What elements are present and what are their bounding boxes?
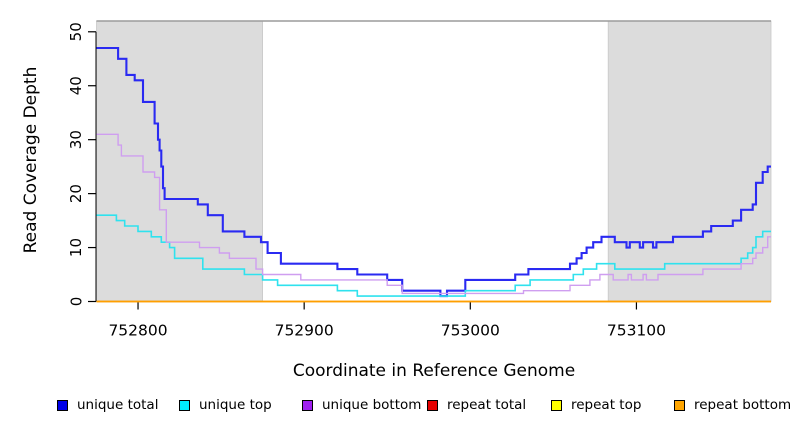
legend-swatch-unique-bottom (302, 399, 313, 411)
legend-item-unique-bottom: unique bottom (302, 397, 422, 413)
legend-item-unique-top: unique top (179, 397, 272, 413)
legend-swatch-repeat-top (551, 399, 562, 411)
legend-label-unique-bottom: unique bottom (322, 397, 422, 413)
legend-label-repeat-top: repeat top (571, 397, 642, 413)
x-axis-tick-label: 752900 (275, 322, 334, 340)
legend-swatch-unique-top (179, 399, 190, 411)
y-axis-tick-label: 40 (67, 76, 85, 95)
shaded-region (607, 20, 772, 302)
legend-label-repeat-bottom: repeat bottom (694, 397, 792, 413)
x-axis-title: Coordinate in Reference Genome (292, 361, 576, 381)
y-axis-tick-label: 0 (67, 297, 85, 307)
legend-swatch-repeat-bottom (674, 399, 685, 411)
legend-label-unique-total: unique total (77, 397, 159, 413)
shaded-region (96, 20, 264, 302)
y-axis-tick-label: 10 (67, 238, 85, 257)
y-axis-title: Read Coverage Depth (21, 66, 41, 254)
legend-label-unique-top: unique top (199, 397, 272, 413)
legend-item-repeat-total: repeat total (427, 397, 527, 413)
legend-swatch-repeat-total (427, 399, 438, 411)
series-unique-top-line (96, 214, 771, 297)
legend-swatch-unique-total (57, 399, 68, 411)
y-axis-tick-label: 30 (67, 130, 85, 149)
x-axis-tick-label: 753000 (441, 322, 500, 340)
legend-label-repeat-total: repeat total (447, 397, 527, 413)
series-unique-total-line (96, 46, 771, 298)
series-unique-bottom-line (96, 133, 771, 295)
y-axis-tick-label: 50 (67, 22, 85, 41)
x-axis-tick-label: 753100 (607, 322, 666, 340)
x-axis-tick-label: 752800 (108, 322, 167, 340)
legend-item-repeat-bottom: repeat bottom (674, 397, 792, 413)
legend-item-unique-total: unique total (57, 397, 159, 413)
y-axis-tick-label: 20 (67, 184, 85, 203)
legend-item-repeat-top: repeat top (551, 397, 642, 413)
